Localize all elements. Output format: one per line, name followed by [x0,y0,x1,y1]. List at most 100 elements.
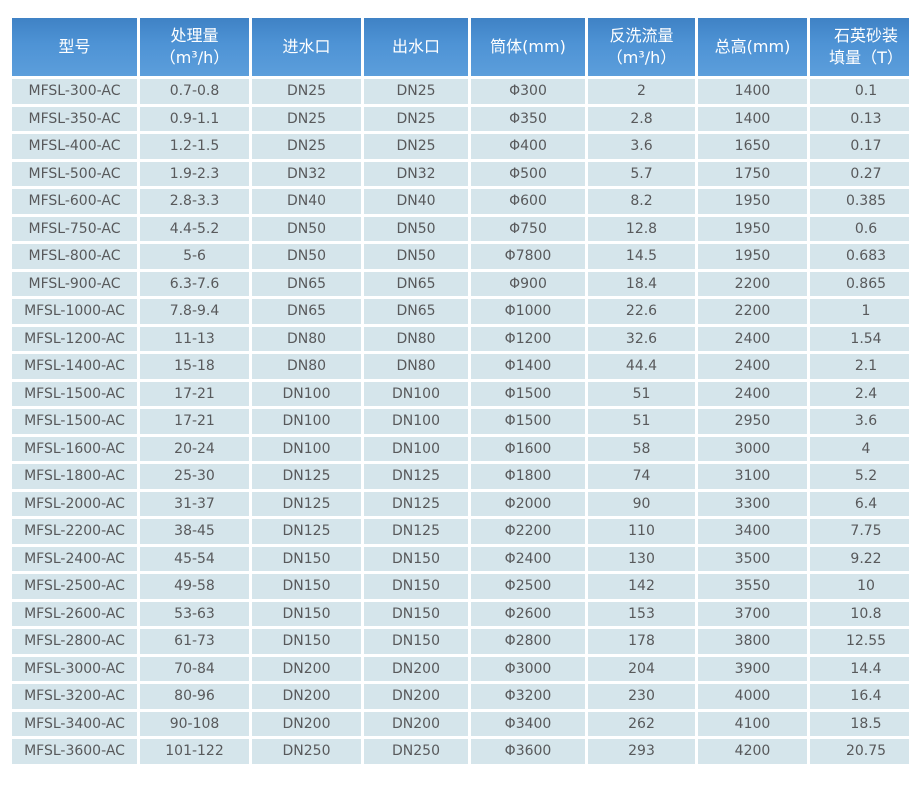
table-cell: DN200 [364,684,468,709]
table-cell: 14.5 [588,244,695,269]
table-cell: MFSL-750-AC [12,216,137,241]
table-cell: 3300 [698,491,807,516]
table-cell: 58 [588,436,695,461]
table-cell: 31-37 [140,491,249,516]
table-cell: 1 [810,299,909,324]
table-row: MFSL-2600-AC 53-63 DN150 DN150 Φ2600 153 3700 1… [12,601,909,626]
table-cell: Φ3600 [471,739,585,764]
table-row: MFSL-300-AC 0.7-0.8 DN25 DN25 Φ300 2 1400 0.1 [12,79,909,104]
table-cell: 101-122 [140,739,249,764]
table-cell: 32.6 [588,326,695,351]
table-cell: DN25 [364,79,468,104]
table-row: MFSL-1200-AC 11-13 DN80 DN80 Φ1200 32.6 2400 1.… [12,326,909,351]
table-cell: DN100 [364,409,468,434]
table-row: MFSL-500-AC 1.9-2.3 DN32 DN32 Φ500 5.7 1750 0.2… [12,161,909,186]
table-cell: 3700 [698,601,807,626]
table-cell: Φ3200 [471,684,585,709]
table-cell: MFSL-1200-AC [12,326,137,351]
table-cell: Φ2500 [471,574,585,599]
table-cell: 4200 [698,739,807,764]
table-cell: DN25 [252,134,361,159]
table-row: MFSL-1500-AC 17-21 DN100 DN100 Φ1500 51 2400 2.… [12,381,909,406]
table-cell: 0.7-0.8 [140,79,249,104]
table-row: MFSL-1800-AC 25-30 DN125 DN125 Φ1800 74 3100 5.… [12,464,909,489]
header-backwash-flow: 反洗流量 （m³/h） [588,18,695,76]
table-cell: 0.865 [810,271,909,296]
table-cell: DN200 [364,711,468,736]
table-cell: 3550 [698,574,807,599]
table-cell: 1950 [698,189,807,214]
table-cell: MFSL-1000-AC [12,299,137,324]
table-cell: 11-13 [140,326,249,351]
table-cell: Φ600 [471,189,585,214]
table-cell: DN200 [364,656,468,681]
table-cell: DN50 [252,216,361,241]
table-cell: DN65 [364,271,468,296]
table-cell: Φ3400 [471,711,585,736]
table-cell: 90 [588,491,695,516]
table-cell: 45-54 [140,546,249,571]
table-row: MFSL-350-AC 0.9-1.1 DN25 DN25 Φ350 2.8 1400 0.1… [12,106,909,131]
table-cell: 20.75 [810,739,909,764]
table-cell: 2 [588,79,695,104]
table-cell: 3800 [698,629,807,654]
table-cell: Φ1400 [471,354,585,379]
table-cell: MFSL-2400-AC [12,546,137,571]
table-cell: DN125 [364,464,468,489]
table-cell: 3000 [698,436,807,461]
table-cell: 9.22 [810,546,909,571]
table-cell: DN100 [364,436,468,461]
table-cell: 0.9-1.1 [140,106,249,131]
table-cell: 14.4 [810,656,909,681]
table-cell: DN150 [252,546,361,571]
table-cell: MFSL-2600-AC [12,601,137,626]
table-cell: MFSL-300-AC [12,79,137,104]
table-cell: Φ750 [471,216,585,241]
table-cell: 5.7 [588,161,695,186]
table-cell: 0.17 [810,134,909,159]
table-cell: 2400 [698,326,807,351]
table-cell: MFSL-2800-AC [12,629,137,654]
table-cell: Φ7800 [471,244,585,269]
table-cell: 0.13 [810,106,909,131]
table-cell: 3.6 [810,409,909,434]
table-cell: 10.8 [810,601,909,626]
table-cell: 230 [588,684,695,709]
table-cell: 2200 [698,299,807,324]
table-cell: DN125 [364,519,468,544]
table-row: MFSL-750-AC 4.4-5.2 DN50 DN50 Φ750 12.8 1950 0.… [12,216,909,241]
table-row: MFSL-1600-AC 20-24 DN100 DN100 Φ1600 58 3000 4 [12,436,909,461]
table-cell: MFSL-900-AC [12,271,137,296]
table-cell: DN200 [252,656,361,681]
table-cell: DN150 [364,601,468,626]
table-cell: 1750 [698,161,807,186]
table-cell: 25-30 [140,464,249,489]
table-cell: 51 [588,381,695,406]
table-cell: MFSL-800-AC [12,244,137,269]
table-cell: DN200 [252,711,361,736]
table-cell: 2950 [698,409,807,434]
table-cell: 80-96 [140,684,249,709]
table-cell: DN65 [252,299,361,324]
table-cell: Φ2800 [471,629,585,654]
table-cell: DN100 [364,381,468,406]
table-row: MFSL-1500-AC 17-21 DN100 DN100 Φ1500 51 2950 3.… [12,409,909,434]
table-cell: 4100 [698,711,807,736]
table-cell: 2.8 [588,106,695,131]
header-outlet: 出水口 [364,18,468,76]
table-cell: MFSL-500-AC [12,161,137,186]
table-cell: 1650 [698,134,807,159]
table-cell: 2400 [698,354,807,379]
table-row: MFSL-2200-AC 38-45 DN125 DN125 Φ2200 110 3400 7… [12,519,909,544]
table-row: MFSL-900-AC 6.3-7.6 DN65 DN65 Φ900 18.4 2200 0.… [12,271,909,296]
table-cell: 4.4-5.2 [140,216,249,241]
table-cell: DN150 [364,546,468,571]
table-cell: 7.8-9.4 [140,299,249,324]
table-cell: 8.2 [588,189,695,214]
table-row: MFSL-3600-AC 101-122 DN250 DN250 Φ3600 293 420… [12,739,909,764]
table-cell: 51 [588,409,695,434]
header-sand-filling: 石英砂装 填量（T） [810,18,909,76]
table-cell: 17-21 [140,381,249,406]
table-cell: MFSL-3600-AC [12,739,137,764]
table-cell: 153 [588,601,695,626]
